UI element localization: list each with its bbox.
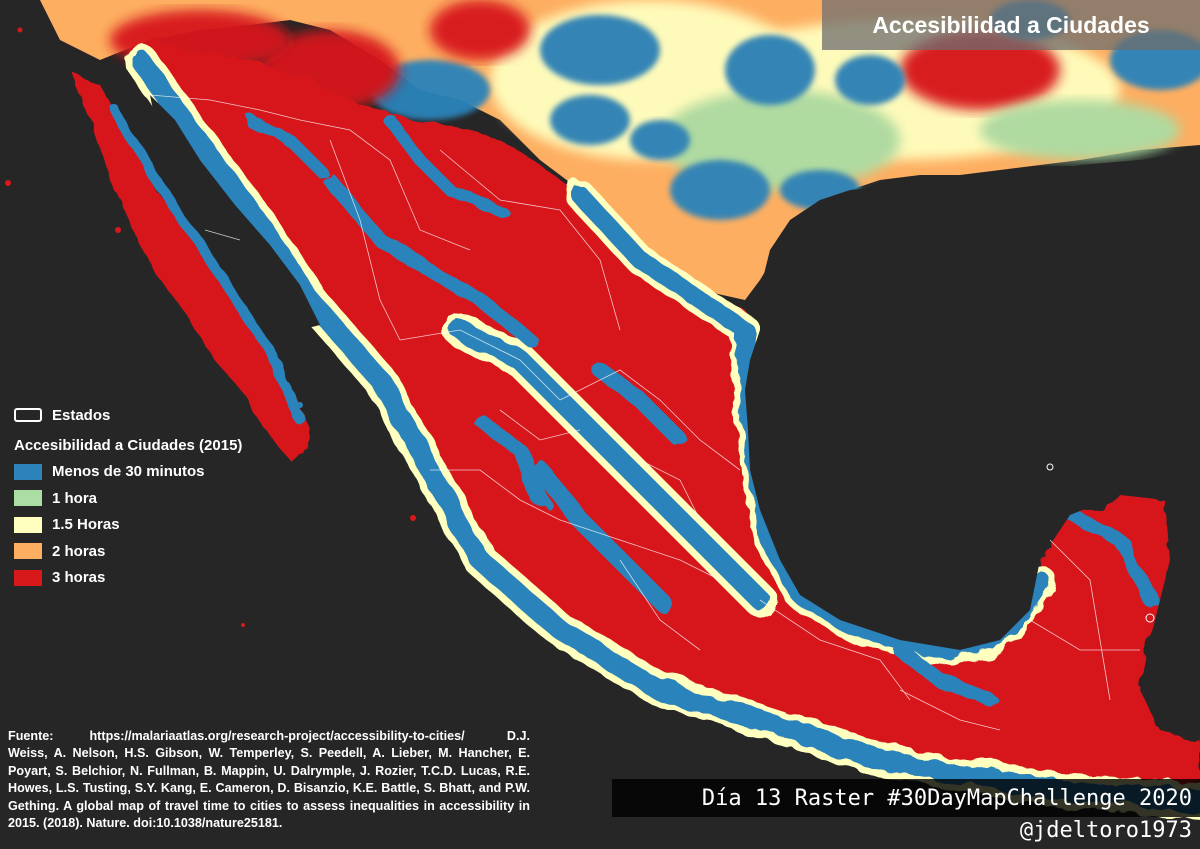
legend-items: Menos de 30 minutos 1 hora 1.5 Horas 2 hora…: [14, 459, 242, 592]
legend-item-label: 1 hora: [52, 489, 98, 507]
legend-swatch: [14, 490, 42, 507]
legend-swatch: [14, 516, 42, 533]
author-handle: @jdeltoro1973: [1019, 818, 1192, 843]
legend-title: Accesibilidad a Ciudades (2015): [14, 437, 243, 454]
baja-peninsula: [75, 75, 310, 460]
legend-item-label: Menos de 30 minutos: [52, 463, 205, 481]
legend-states-label: Estados: [52, 406, 111, 424]
challenge-text: Día 13 Raster #30DayMapChallenge 2020: [701, 785, 1192, 811]
legend-item: 1 hora: [14, 485, 242, 512]
legend-swatch: [14, 463, 42, 480]
map-title: Accesibilidad a Ciudades: [872, 11, 1150, 38]
legend: Estados Accesibilidad a Ciudades (2015) …: [14, 402, 242, 591]
legend-item: 3 horas: [14, 565, 242, 592]
legend-swatch: [14, 543, 42, 560]
gulf-of-mexico: [745, 150, 1200, 740]
islands: [5, 27, 1155, 627]
challenge-banner: Día 13 Raster #30DayMapChallenge 2020: [612, 779, 1200, 817]
legend-item-label: 2 horas: [52, 542, 106, 560]
legend-item: 2 horas: [14, 538, 242, 565]
source-label: Fuente:: [8, 729, 54, 743]
legend-states-row: Estados: [14, 402, 242, 429]
legend-item: Menos de 30 minutos: [14, 459, 242, 486]
source-citation: Fuente: https://malariaatlas.org/research…: [8, 728, 530, 832]
legend-item: 1.5 Horas: [14, 512, 242, 539]
map-title-box: Accesibilidad a Ciudades: [822, 0, 1200, 50]
gulf-of-california: [150, 95, 320, 330]
handle-banner: @jdeltoro1973: [990, 812, 1200, 849]
legend-item-label: 3 horas: [52, 569, 106, 587]
state-borders: [149, 94, 1140, 731]
source-text: D.J. Weiss, A. Nelson, H.S. Gibson, W. T…: [8, 729, 530, 831]
legend-item-label: 1.5 Horas: [52, 516, 120, 534]
legend-swatch: [14, 569, 42, 586]
states-swatch: [14, 408, 42, 423]
source-url: https://malariaatlas.org/research-projec…: [89, 729, 465, 743]
